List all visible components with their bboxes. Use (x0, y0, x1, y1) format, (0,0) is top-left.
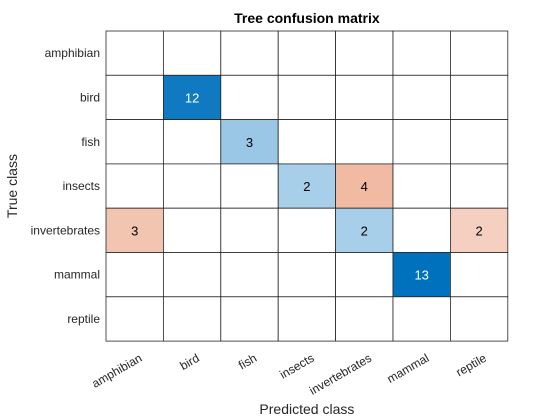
row-tick-label: fish (81, 135, 100, 149)
matrix-cell (335, 30, 394, 76)
matrix-cell (392, 74, 451, 121)
x-axis-label: Predicted class (259, 401, 354, 417)
matrix-cells: 12 3 2 4 3 2 2 13 (105, 30, 509, 342)
matrix-cell (392, 119, 451, 165)
matrix-cell (335, 163, 394, 209)
cell-value-label: 2 (475, 223, 482, 238)
matrix-cell (449, 74, 509, 121)
row-tick-label: insects (63, 179, 100, 193)
matrix-cell (449, 30, 509, 76)
matrix-cell (105, 163, 164, 209)
matrix-cell (220, 74, 279, 121)
column-tick-label: reptile (453, 351, 489, 380)
matrix-cell (105, 30, 164, 76)
cell-value-label: 12 (185, 90, 199, 105)
matrix-cell (335, 119, 394, 165)
matrix-cell (105, 119, 164, 165)
matrix-cell (162, 252, 222, 298)
matrix-cell (220, 119, 279, 165)
matrix-cell (277, 30, 337, 76)
row-tick-label: bird (80, 90, 100, 104)
cell-value-label: 2 (303, 179, 310, 194)
matrix-cell (162, 30, 222, 76)
matrix-cell (162, 74, 222, 121)
matrix-cell (220, 207, 279, 253)
y-axis-label: True class (4, 154, 20, 218)
matrix-cell (392, 30, 451, 76)
row-tick-label: reptile (67, 312, 100, 326)
matrix-cell (162, 296, 222, 342)
column-tick-label: bird (177, 351, 201, 373)
matrix-cell (220, 163, 279, 209)
matrix-cell (335, 207, 394, 253)
column-tick-label: invertebrates (307, 351, 374, 398)
matrix-cell (392, 207, 451, 253)
cell-value-label: 2 (361, 223, 368, 238)
matrix-cell (449, 296, 509, 342)
row-tick-label: invertebrates (31, 223, 100, 237)
matrix-cell (105, 296, 164, 342)
row-tick-labels: amphibian bird fish insects invertebrates mam… (31, 46, 101, 326)
matrix-cell (335, 252, 394, 298)
matrix-cell (220, 252, 279, 298)
matrix-cell (335, 296, 394, 342)
matrix-cell (162, 163, 222, 209)
matrix-cell (277, 74, 337, 121)
matrix-cell (105, 74, 164, 121)
matrix-cell (335, 74, 394, 121)
matrix-cell (220, 296, 279, 342)
cell-value-label: 4 (361, 179, 368, 194)
column-tick-label: mammal (385, 351, 432, 386)
matrix-cell (277, 252, 337, 298)
matrix-cell (220, 30, 279, 76)
matrix-cell (449, 163, 509, 209)
matrix-cell (162, 207, 222, 253)
matrix-cell (105, 252, 164, 298)
cell-value-label: 13 (414, 268, 428, 283)
matrix-cell (277, 296, 337, 342)
cell-value-label: 3 (131, 223, 138, 238)
matrix-cell (449, 252, 509, 298)
cell-value-label: 3 (246, 135, 253, 150)
matrix-cell (449, 119, 509, 165)
matrix-cell (277, 163, 337, 209)
matrix-cell (392, 296, 451, 342)
column-tick-label: amphibian (89, 351, 144, 391)
matrix-cell (392, 163, 451, 209)
column-tick-label: fish (236, 351, 259, 372)
matrix-cell (277, 119, 337, 165)
matrix-cell (392, 252, 451, 298)
row-tick-label: amphibian (45, 46, 100, 60)
matrix-cell (277, 207, 337, 253)
row-tick-label: mammal (54, 268, 100, 282)
column-tick-label: insects (277, 351, 316, 382)
chart-title: Tree confusion matrix (234, 10, 380, 26)
matrix-cell (162, 119, 222, 165)
